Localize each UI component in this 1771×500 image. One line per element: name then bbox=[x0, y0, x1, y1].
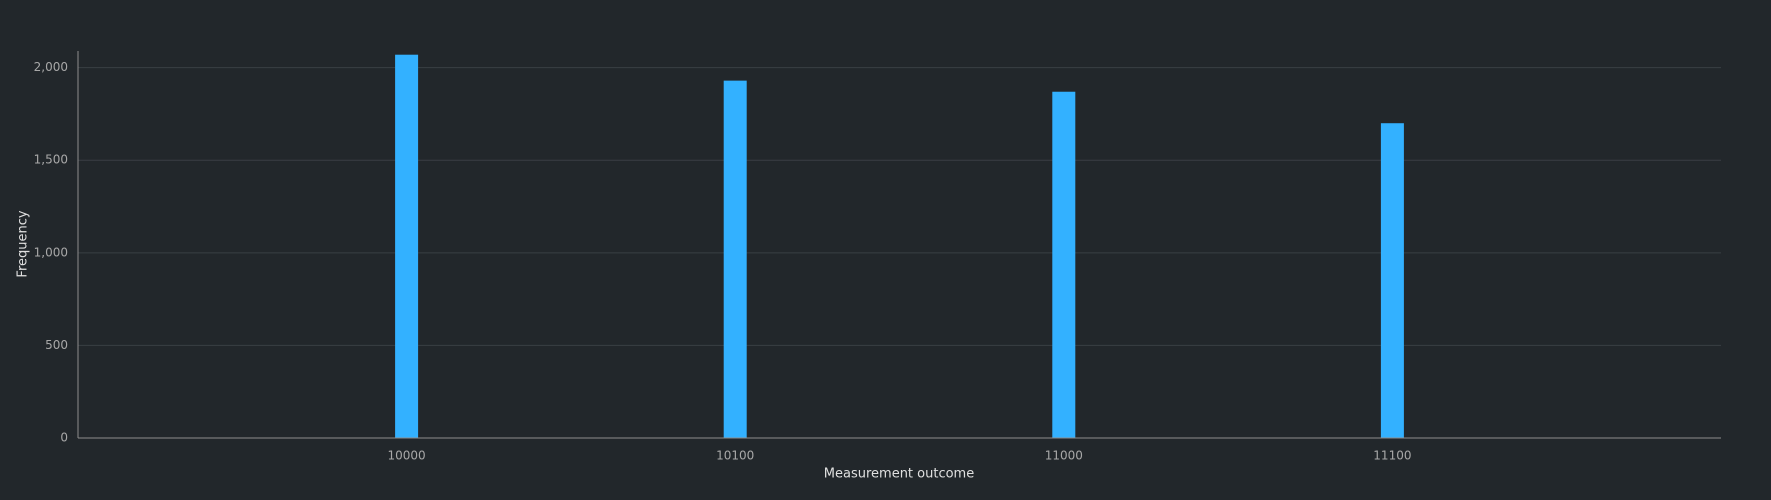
y-tick-label: 0 bbox=[60, 431, 68, 445]
x-tick-label: 10000 bbox=[388, 449, 426, 463]
bar bbox=[723, 80, 747, 438]
y-tick-label: 1,500 bbox=[34, 153, 68, 167]
y-axis-title: Frequency bbox=[16, 210, 31, 277]
y-tick-label: 2,000 bbox=[34, 60, 68, 74]
x-tick-label: 11100 bbox=[1373, 449, 1411, 463]
x-axis-title: Measurement outcome bbox=[824, 467, 974, 482]
bar bbox=[1052, 91, 1076, 438]
x-tick-label: 10100 bbox=[716, 449, 754, 463]
y-tick-label: 1,000 bbox=[34, 245, 68, 259]
bar bbox=[395, 54, 419, 439]
x-tick-label: 11000 bbox=[1045, 449, 1083, 463]
bar bbox=[1380, 123, 1404, 439]
y-tick-label: 500 bbox=[45, 338, 68, 352]
